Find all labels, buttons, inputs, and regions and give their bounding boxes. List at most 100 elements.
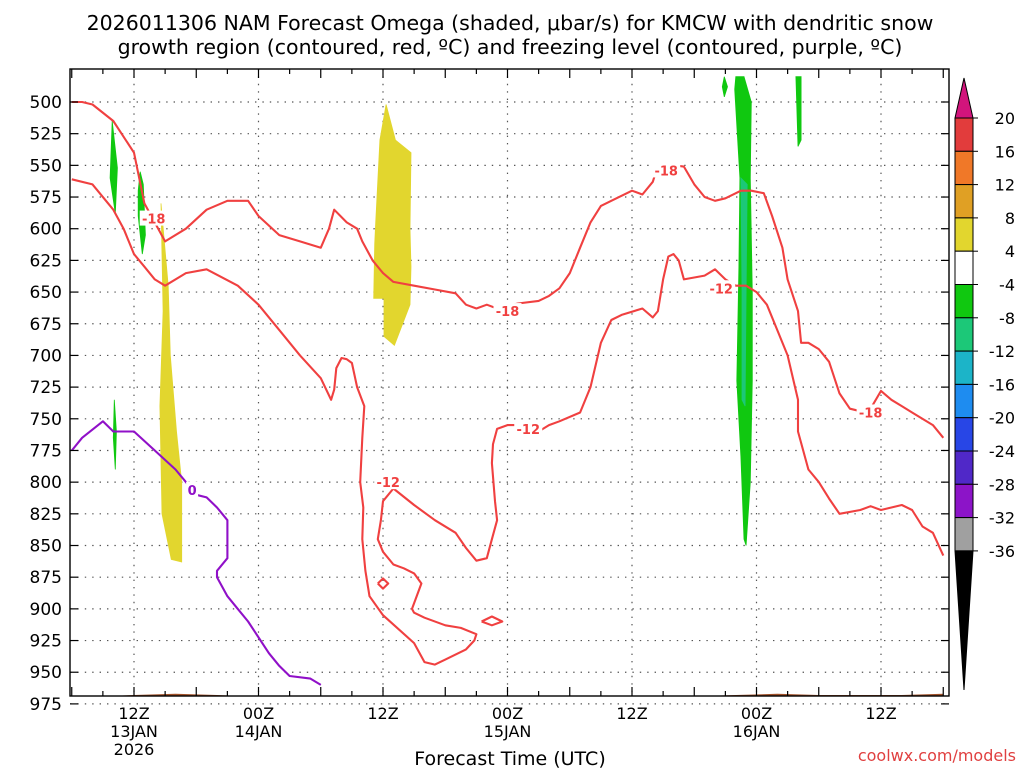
contour-label-bg (186, 481, 199, 497)
x-tick-label: 12Z (367, 704, 398, 723)
colorbar-label: -28 (989, 475, 1015, 494)
chart-title-line-2: growth region (contoured, red, ºC) and f… (118, 35, 903, 59)
omega-region (721, 76, 728, 98)
y-tick-label: 675 (30, 315, 62, 335)
colorbar-top-arrow (954, 77, 974, 119)
colorbar-swatch (954, 117, 974, 152)
credit-text: coolwx.com/models (858, 746, 1016, 765)
y-tick-label: 725 (30, 378, 62, 398)
y-tick-label: 750 (30, 410, 62, 430)
contour-label: -18 (142, 213, 166, 228)
x-tick-label: 12Z (865, 704, 896, 723)
y-tick-label: 925 (30, 632, 62, 652)
x-tick-label: 00Z (492, 704, 523, 723)
colorbar-label: 8 (1005, 209, 1015, 228)
y-tick-label: 625 (30, 251, 62, 271)
x-tick-label: 00Z (243, 704, 274, 723)
contour-label-layer: -18 -18 -18 -18 -12 -12 -12 0 (139, 162, 885, 499)
y-tick-label: 500 (30, 93, 62, 113)
dgz-contour (71, 100, 945, 439)
contour-label: -18 (859, 406, 883, 421)
colorbar-swatch (954, 150, 974, 186)
contour-label-bg (707, 280, 736, 296)
y-tick-label: 525 (30, 125, 62, 145)
colorbar-swatch (954, 250, 974, 285)
colorbar-label: -20 (989, 409, 1015, 428)
y-tick-label: 700 (30, 346, 62, 366)
contour-label: -18 (496, 305, 520, 320)
y-tick-label: 850 (30, 537, 62, 557)
contour-label-bg (856, 404, 885, 420)
omega-region (112, 399, 117, 470)
colorbar-label: 20 (995, 109, 1015, 128)
x-axis-label: Forecast Time (UTC) (414, 748, 605, 768)
dgz-contour (71, 178, 945, 666)
omega-region (159, 203, 183, 563)
y-axis: 500 525 550 575 600 625 650 675 700 725 750 775 800 8… (30, 93, 949, 715)
x-tick-label: 00Z (741, 704, 772, 723)
x-tick-label: 14JAN (235, 722, 283, 741)
colorbar-bottom-arrow (954, 550, 974, 691)
omega-region (740, 177, 748, 407)
omega-shading-layer (109, 76, 802, 563)
colorbar-swatch (954, 317, 974, 352)
colorbar-swatch (954, 417, 974, 452)
x-tick-label: 12Z (616, 704, 647, 723)
x-tick-label: 12Z (118, 704, 149, 723)
colorbar-swatch (954, 483, 974, 519)
plot-frame (69, 68, 950, 697)
x-tick-label: 15JAN (484, 722, 532, 741)
omega-region (373, 104, 412, 346)
y-tick-label: 825 (30, 505, 62, 525)
contour-label: -12 (517, 423, 541, 438)
x-tick-label: 13JAN (110, 722, 158, 741)
y-tick-label: 600 (30, 220, 62, 240)
colorbar-label: -32 (989, 509, 1015, 528)
colorbar-swatch (954, 284, 974, 319)
colorbar-legend: 20 16 12 8 4 -4 -8 -12 -16 -20 -24 -28 -32 -36 (954, 77, 1015, 691)
colorbar-label: -4 (999, 276, 1015, 295)
contour-layer (70, 100, 945, 686)
contour-label-bg (652, 162, 681, 178)
colorbar-swatch (954, 517, 974, 552)
y-tick-label: 975 (30, 695, 62, 715)
y-tick-label: 650 (30, 283, 62, 303)
contour-label-bg (493, 303, 522, 319)
y-tick-label: 900 (30, 600, 62, 620)
contour-label: -12 (376, 476, 400, 491)
colorbar-label: -24 (989, 442, 1015, 461)
contour-label: -18 (654, 164, 678, 179)
colorbar-swatch (954, 450, 974, 485)
colorbar-label: -8 (999, 309, 1015, 328)
y-tick-label: 775 (30, 441, 62, 461)
colorbar-swatch (954, 217, 974, 252)
colorbar-label: 16 (995, 142, 1015, 161)
colorbar-label: 4 (1005, 242, 1015, 261)
contour-label-bg (374, 474, 403, 490)
grid-lines (70, 69, 949, 705)
omega-region (109, 120, 118, 214)
y-tick-label: 800 (30, 473, 62, 493)
omega-region (795, 76, 802, 147)
colorbar-label: -16 (989, 375, 1015, 394)
dgz-contour (481, 615, 504, 627)
dgz-contour (377, 577, 390, 590)
contour-label: -12 (709, 282, 733, 297)
colorbar-swatch (954, 350, 974, 385)
y-tick-label: 950 (30, 663, 62, 683)
x-tick-label: 16JAN (733, 722, 781, 741)
colorbar-swatch (954, 184, 974, 219)
x-tick-label: 2026 (114, 740, 155, 759)
contour-label-bg (514, 420, 543, 436)
colorbar-label: 12 (995, 176, 1015, 195)
freezing-level-contour (70, 420, 322, 686)
y-tick-label: 875 (30, 568, 62, 588)
colorbar-swatch (954, 383, 974, 419)
colorbar-label: -36 (989, 542, 1015, 561)
contour-label: 0 (188, 484, 197, 499)
y-tick-label: 550 (30, 156, 62, 176)
colorbar-label: -12 (989, 342, 1015, 361)
contour-label-bg (139, 210, 168, 226)
